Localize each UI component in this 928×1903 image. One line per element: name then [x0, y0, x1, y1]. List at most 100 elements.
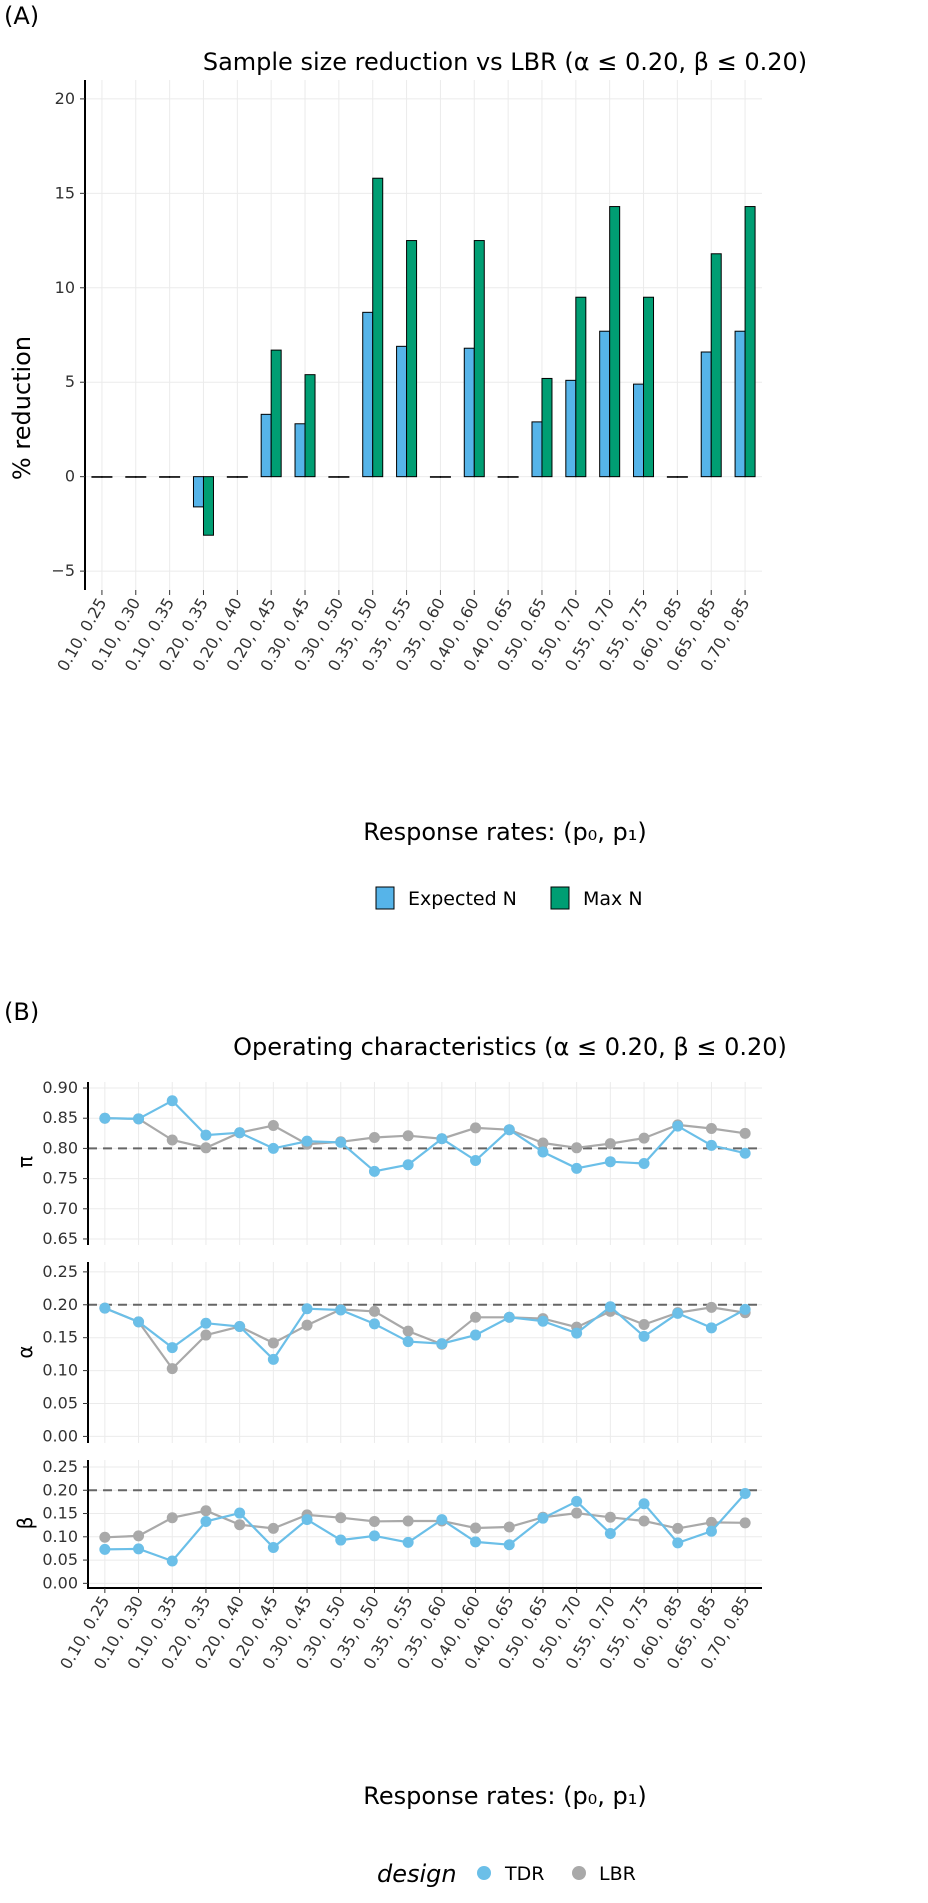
legend-expected-n-label: Expected N: [408, 888, 517, 910]
y-tick-label: 15: [55, 183, 75, 202]
bar-Expected-N-0-50-0-70: [565, 379, 577, 478]
facet-beta-point-TDR-0-55-0-70: [604, 1528, 616, 1540]
facet-pi-y-tick-label: 0.65: [42, 1229, 78, 1248]
facet-pi-point-LBR-0-55-0-75: [638, 1132, 650, 1144]
facet-beta-series-line-LBR: [104, 1509, 746, 1539]
facet-pi-point-TDR-0-30-0-45: [301, 1135, 313, 1147]
facet-beta-y-tick-label: 0.15: [42, 1504, 78, 1523]
facet-alpha-point-TDR-0-20-0-45: [267, 1353, 279, 1365]
facet-beta-point-TDR-0-40-0-60: [470, 1536, 482, 1548]
facet-pi-series-line-LBR: [104, 1117, 746, 1149]
facet-pi-y-tick-label: 0.85: [42, 1108, 78, 1127]
bar-Expected-N-0-20-0-40: [226, 476, 238, 478]
panel-a-tag: (A): [4, 2, 39, 30]
y-tick-label: 5: [65, 372, 75, 391]
facet-alpha-y-tick-label: 0.15: [42, 1328, 78, 1347]
facet-alpha-series-line-TDR: [104, 1305, 746, 1362]
facet-pi-series-line-TDR: [104, 1099, 746, 1173]
facet-alpha-point-TDR-0-35-0-55: [402, 1336, 414, 1348]
bar-Max-N-0-35-0-60: [439, 476, 451, 478]
legend-title-design: design: [377, 1860, 457, 1888]
facet-beta-y-tick-label: 0.05: [42, 1550, 78, 1569]
facet-alpha-series-line-LBR: [104, 1306, 746, 1371]
facet-alpha-y-tick-label: 0.10: [42, 1361, 78, 1380]
facet-alpha-y-tick-label: 0.20: [42, 1295, 78, 1314]
facet-beta-point-TDR-0-35-0-55: [402, 1536, 414, 1548]
facet-pi-point-TDR-0-10-0-25: [99, 1112, 111, 1124]
facet-pi-point-LBR-0-55-0-70: [604, 1138, 616, 1150]
facet-alpha-y-tick-label: 0.05: [42, 1394, 78, 1413]
facet-alpha-point-TDR-0-10-0-35: [166, 1342, 178, 1354]
bar-Max-N-0-10-0-35: [169, 476, 181, 478]
facet-alpha-point-TDR-0-30-0-45: [301, 1303, 313, 1315]
facet-beta-point-LBR-0-65-0-85: [705, 1516, 717, 1528]
facet-pi-point-TDR-0-10-0-30: [133, 1113, 145, 1125]
facet-pi-point-TDR-0-10-0-35: [166, 1095, 178, 1107]
bar-Max-N-0-20-0-40: [236, 476, 248, 478]
facet-label-pi: π: [13, 1156, 37, 1168]
legend-tdr-label: TDR: [504, 1863, 544, 1885]
facet-beta-point-LBR-0-20-0-45: [267, 1522, 279, 1534]
bar-Expected-N-0-20-0-45: [260, 413, 272, 478]
facet-beta-point-LBR-0-50-0-70: [571, 1507, 583, 1519]
facet-alpha-point-LBR-0-10-0-35: [166, 1363, 178, 1375]
facet-alpha-point-TDR-0-60-0-85: [672, 1307, 684, 1319]
facet-pi-point-TDR-0-20-0-45: [267, 1142, 279, 1154]
facet-pi-point-TDR-0-55-0-75: [638, 1158, 650, 1169]
facet-beta-point-TDR-0-55-0-75: [638, 1498, 650, 1510]
facet-alpha-point-LBR-0-20-0-45: [267, 1337, 279, 1349]
facet-pi-point-LBR-0-35-0-55: [402, 1130, 414, 1142]
facet-alpha-point-TDR-0-35-0-50: [368, 1318, 380, 1330]
facet-beta-point-LBR-0-35-0-55: [402, 1515, 414, 1527]
legend-max-n-key: [550, 886, 570, 910]
panel-b-tag: (B): [4, 998, 39, 1026]
facet-pi-point-TDR-0-70-0-85: [739, 1147, 751, 1159]
facet-beta-point-LBR-0-60-0-85: [672, 1522, 684, 1534]
legend-expected-n-key: [375, 886, 395, 910]
facet-alpha-point-LBR-0-30-0-45: [301, 1319, 313, 1331]
facet-pi-y-tick-label: 0.80: [42, 1138, 78, 1157]
facet-beta-point-TDR-0-20-0-45: [267, 1542, 279, 1554]
facet-alpha-point-TDR-0-20-0-40: [234, 1321, 246, 1333]
bar-Max-N-0-50-0-65: [541, 377, 553, 478]
facet-beta-point-LBR-0-55-0-70: [604, 1511, 616, 1523]
facet-beta-point-TDR-0-50-0-70: [571, 1495, 583, 1507]
legend-lbr-label: LBR: [599, 1863, 636, 1885]
facet-alpha-point-TDR-0-20-0-35: [200, 1317, 212, 1329]
bar-Expected-N-0-20-0-35: [192, 476, 204, 508]
facet-alpha-point-TDR-0-10-0-30: [133, 1316, 145, 1328]
facet-alpha-point-LBR-0-35-0-50: [368, 1305, 380, 1317]
bar-Expected-N-0-35-0-60: [429, 476, 441, 478]
panel-b-title: Operating characteristics (α ≤ 0.20, β ≤…: [233, 1033, 787, 1061]
bar-Expected-N-0-35-0-55: [396, 345, 408, 478]
panel-b-plot: 0.65 0.70 0.75 0.80 0.85 0.90 0.00 0.05 0.10 0.15…: [42, 1078, 762, 1673]
bar-Expected-N-0-10-0-30: [125, 476, 137, 478]
bar-Expected-N-0-70-0-85: [734, 330, 746, 478]
facet-beta-point-TDR-0-40-0-65: [503, 1539, 515, 1551]
facet-alpha-point-LBR-0-55-0-75: [638, 1319, 650, 1331]
facet-beta-point-TDR-0-30-0-45: [301, 1514, 313, 1526]
bar-Max-N-0-40-0-60: [473, 240, 485, 478]
facet-beta-point-TDR-0-60-0-85: [672, 1537, 684, 1549]
facet-beta-point-LBR-0-10-0-30: [133, 1530, 145, 1542]
panel-a-title: Sample size reduction vs LBR (α ≤ 0.20, …: [203, 48, 807, 76]
bar-Expected-N-0-30-0-45: [294, 423, 306, 478]
facet-alpha-point-TDR-0-40-0-65: [503, 1311, 515, 1323]
bar-Max-N-0-60-0-85: [676, 476, 688, 478]
facet-pi-point-LBR-0-50-0-70: [571, 1142, 583, 1154]
facet-beta-point-TDR-0-70-0-85: [739, 1488, 751, 1500]
panel-b-legend: design TDR LBR: [377, 1860, 636, 1888]
bar-Max-N-0-30-0-45: [304, 374, 316, 478]
facet-beta-point-LBR-0-55-0-75: [638, 1515, 650, 1527]
facet-pi-point-TDR-0-35-0-50: [368, 1165, 380, 1177]
bar-Max-N-0-70-0-85: [744, 206, 756, 478]
facet-beta-point-LBR-0-20-0-40: [234, 1519, 246, 1531]
panel-a-xlabel: Response rates: (p₀, p₁): [363, 818, 647, 846]
facet-alpha-point-TDR-0-55-0-70: [604, 1301, 616, 1313]
bar-Expected-N-0-35-0-50: [362, 311, 374, 478]
bar-Expected-N-0-10-0-35: [159, 476, 171, 478]
facet-alpha-point-TDR-0-55-0-75: [638, 1330, 650, 1342]
facet-beta-point-LBR-0-40-0-60: [470, 1522, 482, 1534]
facet-pi-y-tick-label: 0.90: [42, 1078, 78, 1097]
facet-beta-y-tick-label: 0.10: [42, 1527, 78, 1546]
